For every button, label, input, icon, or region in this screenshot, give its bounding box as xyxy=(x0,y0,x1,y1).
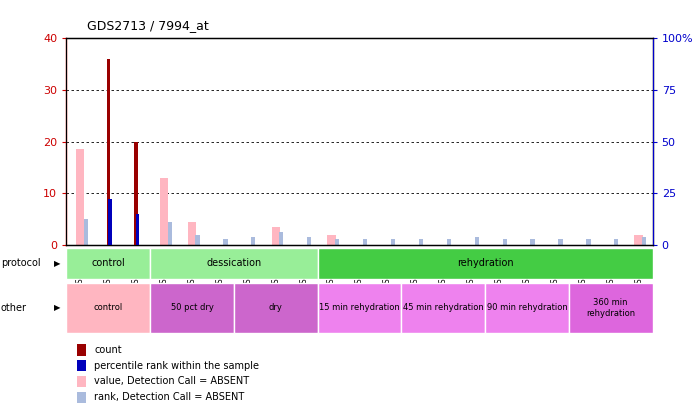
Bar xyxy=(150,283,234,333)
Text: other: other xyxy=(1,303,27,313)
Text: 50 pct dry: 50 pct dry xyxy=(170,303,214,312)
Bar xyxy=(634,234,643,245)
Bar xyxy=(76,149,84,245)
Text: protocol: protocol xyxy=(1,258,40,268)
Bar xyxy=(136,214,140,245)
Bar xyxy=(77,392,87,403)
Bar xyxy=(307,237,311,245)
Bar xyxy=(327,234,336,245)
Text: rehydration: rehydration xyxy=(456,258,514,268)
Bar xyxy=(485,283,569,333)
Bar xyxy=(503,239,507,245)
Text: dessication: dessication xyxy=(206,258,262,268)
Bar xyxy=(168,222,172,245)
Bar xyxy=(251,237,255,245)
Text: ▶: ▶ xyxy=(54,303,60,312)
Bar xyxy=(586,239,591,245)
Text: 90 min rehydration: 90 min rehydration xyxy=(487,303,567,312)
Bar xyxy=(614,239,618,245)
Bar xyxy=(188,222,196,245)
Bar xyxy=(84,219,88,245)
Text: value, Detection Call = ABSENT: value, Detection Call = ABSENT xyxy=(94,377,249,386)
Bar xyxy=(77,376,87,387)
Bar xyxy=(279,232,283,245)
Bar xyxy=(195,234,200,245)
Text: 15 min rehydration: 15 min rehydration xyxy=(319,303,400,312)
Bar xyxy=(223,239,228,245)
Bar xyxy=(77,360,87,371)
Bar xyxy=(447,239,451,245)
Text: dry: dry xyxy=(269,303,283,312)
Bar xyxy=(272,227,280,245)
Bar xyxy=(558,239,563,245)
Bar xyxy=(318,283,401,333)
Bar xyxy=(363,239,367,245)
Bar xyxy=(335,239,339,245)
Bar xyxy=(401,283,485,333)
Text: 45 min rehydration: 45 min rehydration xyxy=(403,303,484,312)
Bar xyxy=(150,248,318,279)
Text: GDS2713 / 7994_at: GDS2713 / 7994_at xyxy=(87,19,209,32)
Bar xyxy=(530,239,535,245)
Text: 360 min
rehydration: 360 min rehydration xyxy=(586,298,635,318)
Text: percentile rank within the sample: percentile rank within the sample xyxy=(94,361,259,371)
Text: control: control xyxy=(91,258,125,268)
Bar xyxy=(135,142,138,245)
Bar xyxy=(642,237,646,245)
Bar xyxy=(66,248,150,279)
Bar xyxy=(318,248,653,279)
Bar xyxy=(107,59,110,245)
Text: control: control xyxy=(94,303,123,312)
Bar xyxy=(391,239,395,245)
Bar xyxy=(234,283,318,333)
Bar xyxy=(419,239,423,245)
Bar xyxy=(475,237,479,245)
Text: ▶: ▶ xyxy=(54,259,60,268)
Text: count: count xyxy=(94,345,121,355)
Bar xyxy=(569,283,653,333)
Text: rank, Detection Call = ABSENT: rank, Detection Call = ABSENT xyxy=(94,392,244,402)
Bar xyxy=(160,178,168,245)
Bar xyxy=(108,198,112,245)
Bar xyxy=(66,283,150,333)
Bar xyxy=(77,344,87,356)
